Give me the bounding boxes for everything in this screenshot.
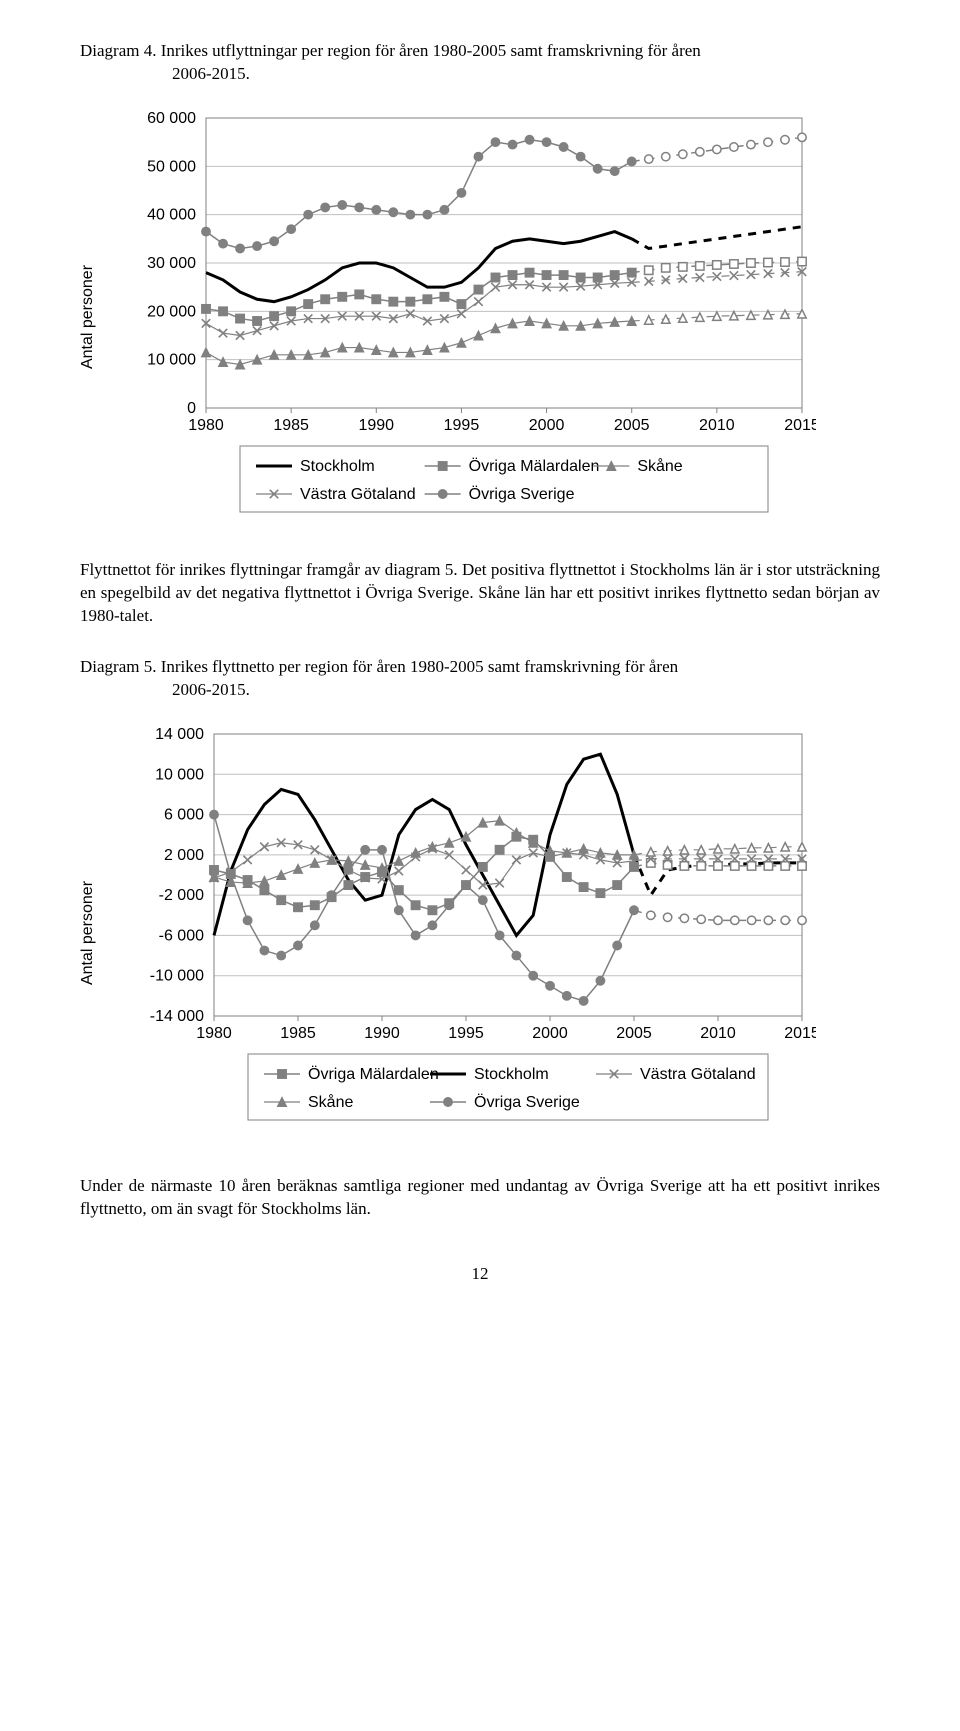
svg-text:-2 000: -2 000 <box>159 887 204 904</box>
diagram5-caption-l1: Diagram 5. Inrikes flyttnetto per region… <box>80 657 678 676</box>
svg-text:40 000: 40 000 <box>147 207 196 224</box>
svg-text:20 000: 20 000 <box>147 303 196 320</box>
svg-text:1995: 1995 <box>444 417 480 434</box>
diagram4-ylabel: Antal personer <box>79 265 97 369</box>
svg-text:Övriga Sverige: Övriga Sverige <box>474 1093 580 1111</box>
svg-text:1990: 1990 <box>364 1025 400 1042</box>
svg-text:2015: 2015 <box>784 417 816 434</box>
diagram5-chart: Antal personer -14 000-10 000-6 000-2 00… <box>126 716 880 1151</box>
svg-text:-14 000: -14 000 <box>150 1008 204 1025</box>
svg-text:2000: 2000 <box>532 1025 568 1042</box>
svg-text:6 000: 6 000 <box>164 806 204 823</box>
svg-text:2015: 2015 <box>784 1025 816 1042</box>
svg-text:Övriga Mälardalen: Övriga Mälardalen <box>469 457 600 475</box>
diagram5-ylabel: Antal personer <box>79 881 97 985</box>
svg-text:2005: 2005 <box>614 417 650 434</box>
svg-text:50 000: 50 000 <box>147 158 196 175</box>
diagram4-svg: 0 10 000 20 000 30 000 40 000 50 000 60 000 198… <box>126 100 816 530</box>
diagram5-caption-l2: 2006-2015. <box>80 680 250 699</box>
page-number: 12 <box>80 1264 880 1284</box>
svg-text:Skåne: Skåne <box>308 1093 353 1111</box>
paragraph-2: Under de närmaste 10 åren beräknas samtl… <box>80 1175 880 1221</box>
paragraph-1: Flyttnettot för inrikes flyttningar fram… <box>80 559 880 628</box>
svg-text:2010: 2010 <box>700 1025 736 1042</box>
svg-text:Övriga Mälardalen: Övriga Mälardalen <box>308 1065 439 1083</box>
svg-text:Västra Götaland: Västra Götaland <box>300 486 416 503</box>
svg-text:0: 0 <box>187 400 196 417</box>
svg-text:Stockholm: Stockholm <box>300 458 375 475</box>
svg-text:2 000: 2 000 <box>164 846 204 863</box>
diagram4-caption: Diagram 4. Inrikes utflyttningar per reg… <box>80 40 880 86</box>
svg-text:1990: 1990 <box>358 417 394 434</box>
svg-text:Övriga Sverige: Övriga Sverige <box>469 485 575 503</box>
diagram5-caption: Diagram 5. Inrikes flyttnetto per region… <box>80 656 880 702</box>
svg-text:14 000: 14 000 <box>155 726 204 743</box>
svg-text:2005: 2005 <box>616 1025 652 1042</box>
svg-text:1985: 1985 <box>280 1025 316 1042</box>
svg-text:1985: 1985 <box>273 417 309 434</box>
svg-text:Västra Götaland: Västra Götaland <box>640 1066 756 1083</box>
svg-text:-10 000: -10 000 <box>150 967 204 984</box>
svg-text:30 000: 30 000 <box>147 255 196 272</box>
svg-text:2000: 2000 <box>529 417 565 434</box>
svg-text:10 000: 10 000 <box>155 766 204 783</box>
diagram4-caption-l2: 2006-2015. <box>80 64 250 83</box>
diagram4-chart: Antal personer 010 00020 00030 00040 000… <box>126 100 880 535</box>
svg-text:1980: 1980 <box>196 1025 232 1042</box>
svg-text:Skåne: Skåne <box>637 457 682 475</box>
svg-text:2010: 2010 <box>699 417 735 434</box>
diagram4-caption-l1: Diagram 4. Inrikes utflyttningar per reg… <box>80 41 701 60</box>
svg-text:Stockholm: Stockholm <box>474 1066 549 1083</box>
diagram5-svg: -14 000 -10 000 -6 000 -2 000 2 000 6 000 10 0… <box>126 716 816 1146</box>
svg-text:10 000: 10 000 <box>147 352 196 369</box>
svg-text:1995: 1995 <box>448 1025 484 1042</box>
svg-text:60 000: 60 000 <box>147 110 196 127</box>
svg-text:1980: 1980 <box>188 417 224 434</box>
svg-text:-6 000: -6 000 <box>159 927 204 944</box>
